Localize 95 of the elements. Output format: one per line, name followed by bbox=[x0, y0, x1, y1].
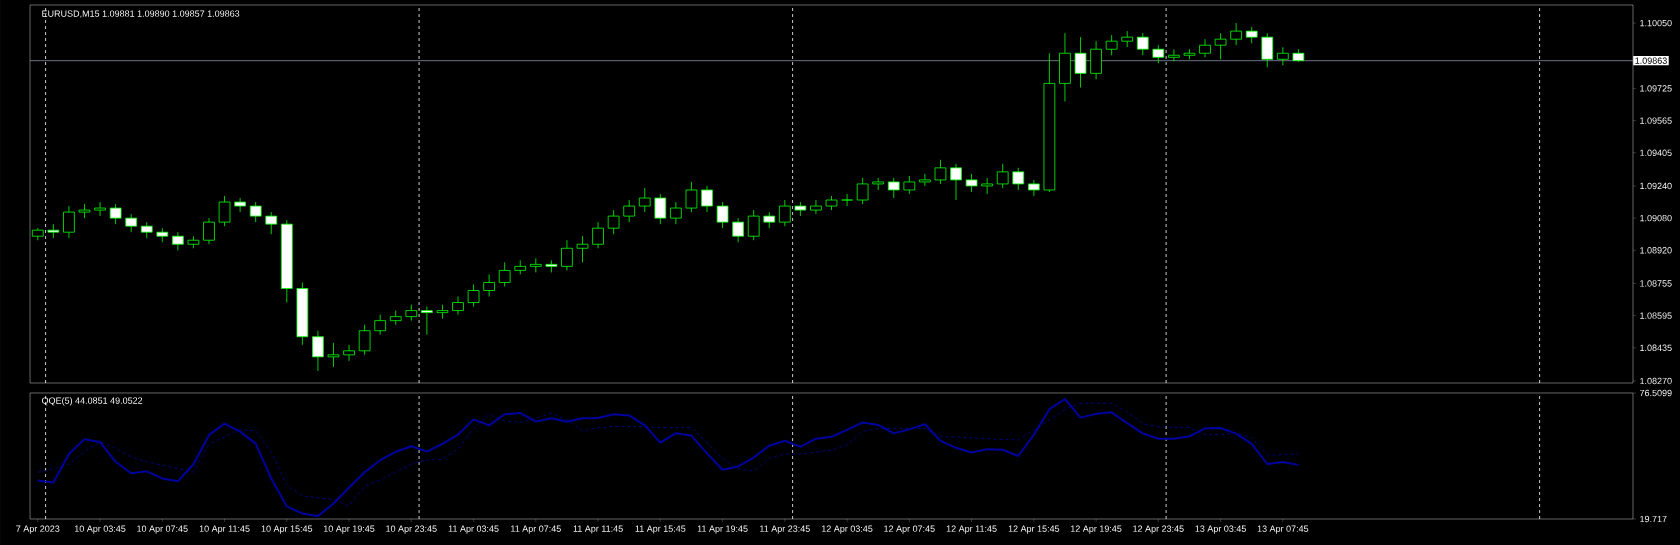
x-tick-label: 12 Apr 15:45 bbox=[1008, 525, 1060, 534]
candlestick bbox=[887, 177, 900, 199]
candlestick bbox=[312, 330, 324, 372]
candlestick bbox=[203, 217, 215, 245]
candlestick bbox=[529, 257, 542, 273]
x-tick-label: 11 Apr 19:45 bbox=[697, 525, 748, 534]
x-tick-label: 11 Apr 07:45 bbox=[511, 525, 561, 534]
x-tick-label: 12 Apr 07:45 bbox=[884, 525, 935, 534]
x-tick-label: 11 Apr 23:45 bbox=[760, 525, 810, 534]
candlestick bbox=[109, 203, 122, 225]
candlestick bbox=[623, 199, 636, 223]
candlestick bbox=[1168, 48, 1180, 62]
y-tick-label: 1.10050 bbox=[1640, 19, 1672, 27]
y-tick-label: 1.09405 bbox=[1640, 149, 1672, 156]
candlestick bbox=[592, 221, 604, 249]
candlestick bbox=[327, 342, 340, 368]
candlestick bbox=[249, 201, 262, 223]
y-tick-label: 1.08595 bbox=[1640, 312, 1672, 319]
candlestick bbox=[856, 177, 869, 205]
candlestick bbox=[1136, 32, 1149, 56]
candlestick bbox=[374, 314, 387, 336]
x-tick-label: 10 Apr 15:45 bbox=[261, 525, 313, 534]
chart-title: QQE(5) 44.0851 49.0522 bbox=[42, 397, 143, 406]
x-tick-label: 11 Apr 03:45 bbox=[448, 525, 499, 534]
candlestick bbox=[701, 185, 713, 213]
candlestick bbox=[841, 193, 853, 207]
y-tick-label: 1.09725 bbox=[1640, 85, 1672, 92]
x-tick-label: 12 Apr 19:45 bbox=[1071, 525, 1122, 534]
x-tick-label: 10 Apr 23:45 bbox=[386, 525, 437, 534]
y-tick-label: 1.09080 bbox=[1640, 214, 1672, 222]
candlestick bbox=[1199, 38, 1211, 58]
candlestick bbox=[638, 187, 651, 213]
x-tick-label: 13 Apr 07:45 bbox=[1257, 525, 1309, 534]
y-tick-label: 76.5099 bbox=[1639, 389, 1672, 397]
y-tick-label: 1.09240 bbox=[1640, 182, 1672, 190]
x-tick-label: 10 Apr 19:45 bbox=[323, 525, 375, 534]
candlestick bbox=[950, 163, 962, 201]
y-tick-label: 1.08435 bbox=[1640, 344, 1672, 351]
candlestick bbox=[498, 261, 511, 287]
candlestick bbox=[1074, 36, 1087, 88]
x-tick-label: 10 Apr 07:45 bbox=[137, 525, 188, 534]
x-tick-label: 10 Apr 11:45 bbox=[199, 525, 250, 534]
candlestick bbox=[265, 211, 278, 235]
candlestick bbox=[125, 213, 138, 233]
candlestick bbox=[1105, 34, 1118, 56]
x-tick-label: 10 Apr 03:45 bbox=[74, 525, 126, 534]
candlestick bbox=[670, 201, 682, 225]
candlestick bbox=[965, 173, 978, 193]
x-tick-label: 11 Apr 15:45 bbox=[635, 525, 686, 534]
ref-line-label: 1.09863 bbox=[1635, 57, 1667, 64]
candlestick bbox=[78, 203, 91, 219]
candlestick bbox=[467, 284, 480, 307]
candlestick bbox=[1012, 167, 1025, 191]
candlestick bbox=[1230, 22, 1242, 46]
candlestick bbox=[903, 175, 916, 195]
candlestick bbox=[919, 173, 931, 187]
candlestick bbox=[94, 201, 106, 217]
candlestick bbox=[63, 205, 75, 239]
x-tick-label: 12 Apr 23:45 bbox=[1133, 525, 1184, 534]
candlestick bbox=[778, 199, 791, 227]
candlestick bbox=[607, 209, 620, 235]
candlestick bbox=[732, 217, 744, 243]
candlestick bbox=[436, 304, 449, 320]
candlestick bbox=[685, 181, 698, 213]
y-tick-label: 1.08270 bbox=[1640, 377, 1672, 385]
candlestick bbox=[716, 201, 729, 229]
y-tick-label: 1.08755 bbox=[1640, 280, 1672, 287]
candlestick bbox=[1214, 32, 1227, 60]
candlestick bbox=[172, 231, 184, 251]
x-tick-label: 13 Apr 03:45 bbox=[1195, 525, 1246, 534]
candlestick bbox=[576, 235, 589, 263]
candlestick bbox=[545, 259, 558, 273]
x-tick-label: 12 Apr 03:45 bbox=[821, 525, 873, 534]
candlestick bbox=[934, 159, 947, 185]
candlestick bbox=[1261, 32, 1274, 68]
candlestick bbox=[810, 199, 822, 215]
candlestick bbox=[561, 239, 573, 271]
text: EURUSD,M15 1.09881 1.09890 1.09857 1.09863 bbox=[42, 10, 240, 18]
candlestick bbox=[747, 209, 760, 241]
x-tick-label: 12 Apr 11:45 bbox=[946, 525, 997, 534]
candlestick bbox=[452, 296, 464, 316]
y-tick-label: 1.09565 bbox=[1640, 117, 1672, 124]
candlestick bbox=[343, 344, 355, 362]
candlestick bbox=[996, 163, 1009, 189]
candlestick bbox=[234, 197, 246, 213]
x-tick-label: 11 Apr 11:45 bbox=[573, 525, 623, 534]
candlestick bbox=[483, 274, 495, 297]
candlestick bbox=[218, 195, 231, 227]
candlestick bbox=[358, 324, 371, 356]
x-tick-label: 7 Apr 2023 bbox=[16, 525, 60, 534]
y-tick-label: 1.08920 bbox=[1640, 247, 1672, 254]
y-tick-label: 19.717 bbox=[1640, 515, 1667, 523]
candlestick bbox=[1276, 46, 1289, 66]
candlestick bbox=[981, 177, 993, 195]
candlestick bbox=[654, 193, 667, 225]
